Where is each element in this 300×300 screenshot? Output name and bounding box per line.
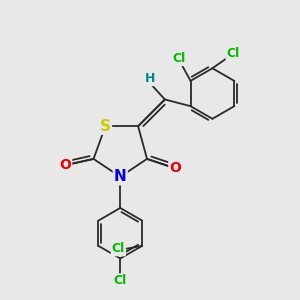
Text: O: O <box>59 158 71 172</box>
Text: Cl: Cl <box>226 47 240 60</box>
Text: N: N <box>114 169 127 184</box>
Text: Cl: Cl <box>114 274 127 287</box>
Text: Cl: Cl <box>112 242 125 255</box>
Text: H: H <box>145 72 155 85</box>
Text: O: O <box>169 161 181 175</box>
Text: S: S <box>100 119 111 134</box>
Text: Cl: Cl <box>172 52 185 65</box>
